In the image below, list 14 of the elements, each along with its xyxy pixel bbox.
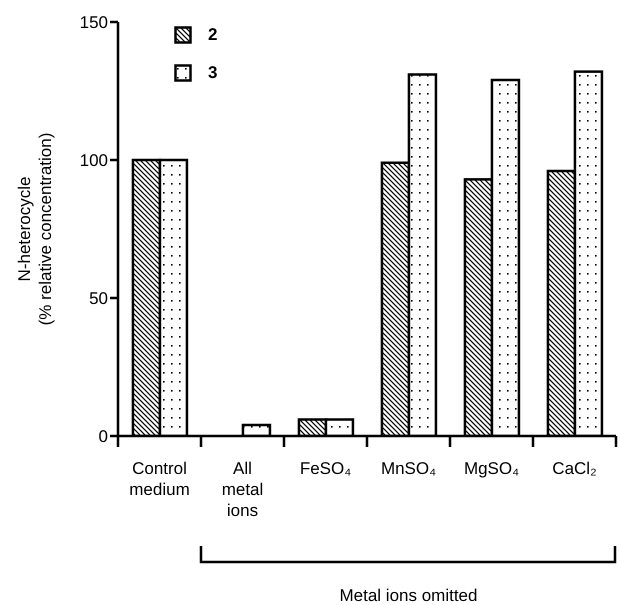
text: Metal ions omitted (340, 586, 478, 605)
y-tick-label: 0 (98, 427, 108, 446)
legend-label: 2 (208, 25, 218, 45)
x-tick-label: MgSO₄ (464, 459, 520, 478)
x-tick-label: Control medium (129, 459, 190, 499)
y-axis-title: N-heterocycle (% relative concentration) (15, 132, 55, 326)
x-tick-label: All metal ions (222, 459, 264, 520)
y-tick-label: 100 (80, 151, 108, 170)
legend-label: 3 (208, 63, 218, 83)
x-tick-label: MnSO₄ (380, 459, 436, 478)
x-tick-label: FeSO₄ (300, 459, 352, 478)
y-tick-label: 150 (80, 13, 108, 32)
y-tick-label: 50 (89, 289, 108, 308)
x-tick-label: CaCl₂ (552, 459, 597, 478)
